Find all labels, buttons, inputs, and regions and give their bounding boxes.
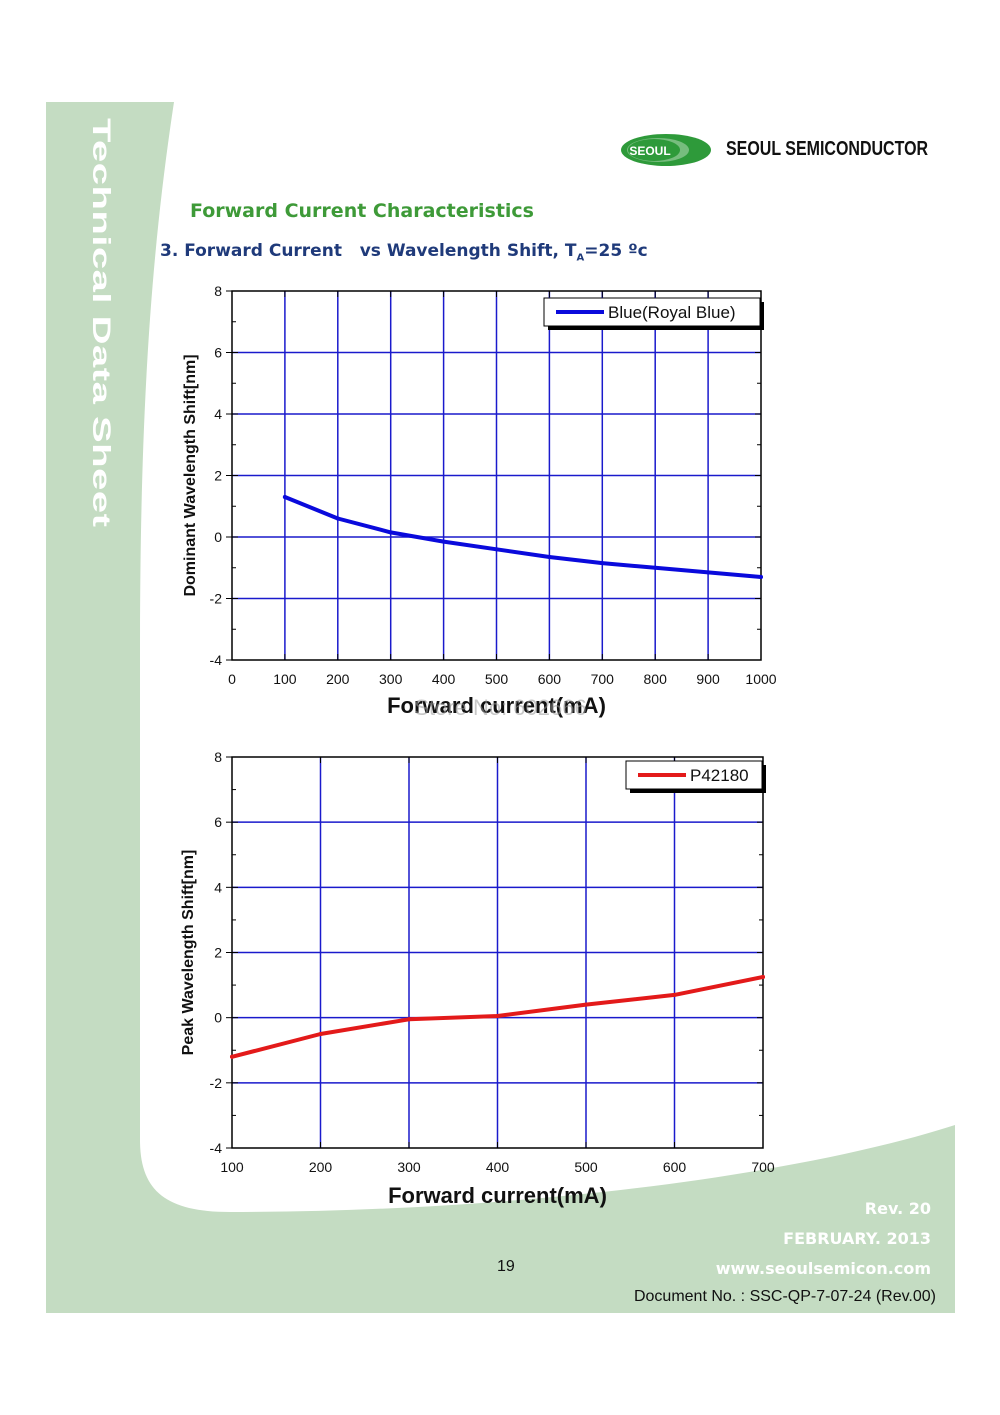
x-tick-label: 600 <box>538 671 562 687</box>
seoul-logo: SEOUL <box>621 134 711 166</box>
x-tick-label: 800 <box>644 671 668 687</box>
data-point <box>761 974 765 979</box>
y-tick-label: 0 <box>214 1010 222 1026</box>
x-tick-label: 300 <box>379 671 403 687</box>
x-tick-label: 400 <box>432 671 456 687</box>
x-tick-label: 900 <box>696 671 720 687</box>
x-tick-label: 500 <box>485 671 509 687</box>
footer-url[interactable]: www.seoulsemicon.com <box>715 1259 931 1278</box>
x-axis-label: Forward current(mA) <box>387 693 606 718</box>
y-tick-label: -2 <box>210 591 223 607</box>
y-tick-label: 0 <box>214 529 222 545</box>
data-point <box>318 1031 323 1036</box>
data-point <box>388 530 393 535</box>
legend-label: P42180 <box>690 766 749 785</box>
data-point <box>547 554 552 559</box>
x-tick-label: 0 <box>228 671 236 687</box>
y-tick-label: 8 <box>214 749 222 765</box>
y-tick-label: 4 <box>214 879 222 895</box>
sidebar-title: Technical Data Sheet <box>87 118 115 528</box>
x-tick-label: 400 <box>486 1159 510 1175</box>
footer-rev: Rev. 20 <box>864 1199 931 1218</box>
watermark-text: Store No: 602666 <box>414 695 586 720</box>
data-point <box>759 574 763 579</box>
x-tick-label: 300 <box>397 1159 421 1175</box>
chart-subtitle: 3. Forward Current vs Wavelength Shift, … <box>160 241 648 263</box>
legend-label: Blue(Royal Blue) <box>608 303 736 322</box>
y-tick-label: 8 <box>214 283 222 299</box>
data-point <box>494 547 499 552</box>
footer-date: FEBRUARY. 2013 <box>783 1229 931 1248</box>
y-tick-label: 2 <box>214 468 222 484</box>
green-side-band <box>46 102 955 1313</box>
subtitle-subscript: A <box>576 252 585 264</box>
data-point <box>600 561 605 566</box>
data-point <box>335 516 340 521</box>
x-tick-label: 200 <box>326 671 350 687</box>
x-tick-label: 500 <box>574 1159 598 1175</box>
data-point <box>282 495 287 500</box>
data-point <box>230 1054 234 1059</box>
data-point <box>441 539 446 544</box>
section-title: Forward Current Characteristics <box>190 200 534 222</box>
x-tick-label: 700 <box>591 671 615 687</box>
x-tick-label: 700 <box>751 1159 775 1175</box>
y-axis-label: Dominant Wavelength Shift[nm] <box>182 354 199 596</box>
subtitle-tail: =25 ºc <box>584 241 648 261</box>
data-point <box>706 570 711 575</box>
y-tick-label: 2 <box>214 945 222 961</box>
y-axis-label: Peak Wavelength Shift[nm] <box>180 850 197 1056</box>
y-tick-label: -4 <box>210 652 223 668</box>
peak-shift-chart: 100 200 300 400 500 600 700 8 6 4 2 0 -2 -4 Forward cu… <box>180 749 775 1208</box>
x-tick-label: 100 <box>220 1159 244 1175</box>
x-tick-label: 200 <box>309 1159 333 1175</box>
subtitle-main: 3. Forward Current vs Wavelength Shift, … <box>160 241 577 261</box>
x-axis-label: Forward current(mA) <box>388 1183 607 1208</box>
y-tick-label: 6 <box>214 345 222 361</box>
data-point <box>495 1014 500 1019</box>
data-point <box>653 565 658 570</box>
data-point <box>407 1017 411 1022</box>
series-line <box>282 495 763 579</box>
dominant-shift-chart: 0 100 200 300 400 500 600 700 800 900 1000 8 6 4 2 0 -2 -… <box>182 283 777 720</box>
brand-name: SEOUL SEMICONDUCTOR <box>726 138 929 160</box>
y-tick-label: 4 <box>214 406 222 422</box>
y-tick-label: -4 <box>210 1140 223 1156</box>
x-tick-label: 1000 <box>745 671 776 687</box>
y-tick-label: 6 <box>214 814 222 830</box>
x-tick-label: 100 <box>273 671 297 687</box>
document-number: Document No. : SSC-QP-7-07-24 (Rev.00) <box>633 1288 936 1305</box>
svg-text:SEOUL: SEOUL <box>629 144 670 158</box>
y-tick-label: -2 <box>210 1075 223 1091</box>
page-number: 19 <box>497 1258 515 1275</box>
data-point <box>672 992 677 997</box>
data-point <box>584 1002 588 1007</box>
x-tick-label: 600 <box>663 1159 687 1175</box>
